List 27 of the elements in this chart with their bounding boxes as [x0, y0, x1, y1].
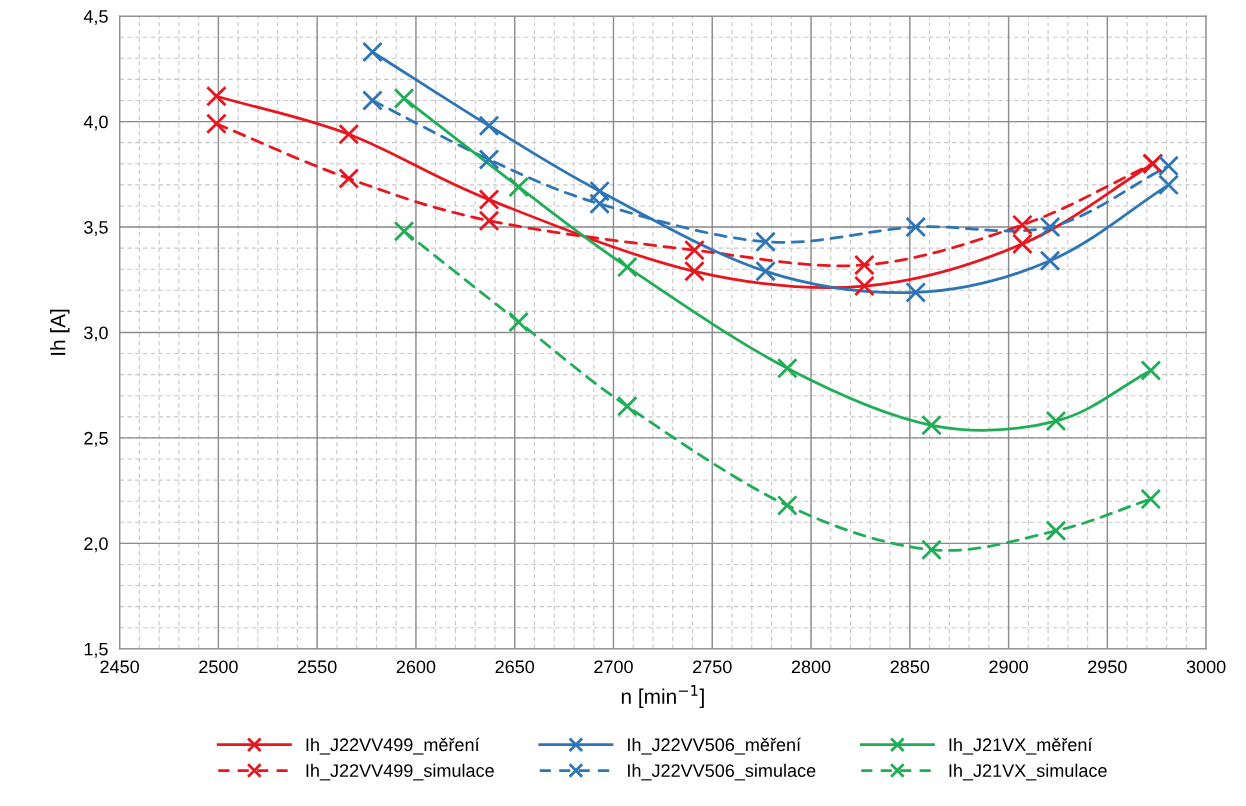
- x-tick-label: 2950: [1088, 660, 1127, 674]
- legend-label: Ih_J22VV499_simulace: [306, 763, 494, 781]
- x-tick-label: 3000: [1186, 660, 1226, 674]
- legend-label: Ih_J22VV506_měření: [628, 737, 801, 755]
- legend-label: Ih_J21VX_simulace: [949, 763, 1107, 781]
- y-axis-title: Ih [A]: [50, 309, 70, 355]
- y-tick-label: 3,5: [84, 220, 108, 236]
- x-tick-label: 2900: [989, 660, 1028, 674]
- legend-label: Ih_J21VX_měření: [949, 737, 1093, 755]
- y-tick-label: 4,5: [83, 10, 108, 25]
- x-tick-label: 2850: [890, 660, 930, 674]
- y-tick-label: 4,0: [83, 115, 108, 131]
- y-tick-label: 2,5: [84, 431, 108, 447]
- x-tick-label: 2500: [199, 660, 238, 674]
- x-tick-label: 2650: [495, 660, 535, 674]
- y-tick-label: 1,5: [84, 642, 108, 658]
- x-tick-label: 2750: [693, 660, 732, 674]
- x-tick-label: 2800: [791, 660, 831, 674]
- x-tick-label: 2550: [297, 660, 337, 674]
- x-tick-label: 2700: [594, 660, 633, 674]
- y-tick-label: 2,0: [84, 537, 108, 553]
- legend-label: Ih_J22VV506_simulace: [628, 763, 816, 781]
- x-tick-label: 2450: [100, 660, 139, 674]
- x-tick-label: 2600: [396, 660, 436, 674]
- y-tick-label: 3,0: [84, 326, 108, 342]
- x-axis-title: n [min$^{−1}$]: [621, 685, 704, 709]
- legend-label: Ih_J22VV499_měření: [306, 737, 480, 755]
